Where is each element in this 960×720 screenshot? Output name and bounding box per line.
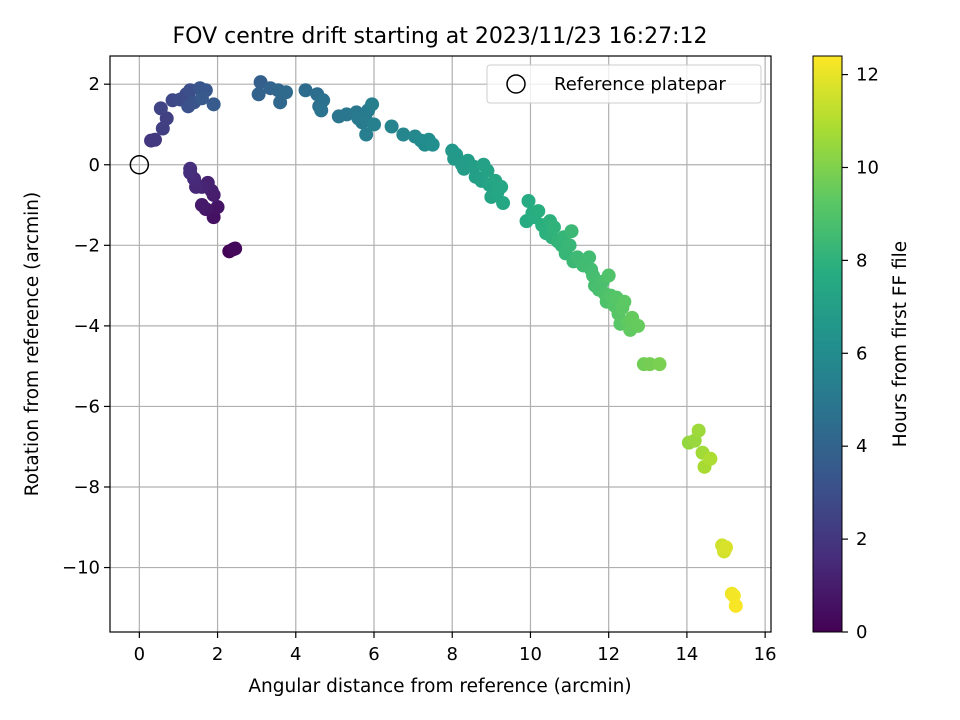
data-point bbox=[496, 196, 511, 211]
x-tick-label: 10 bbox=[519, 644, 542, 665]
x-tick-label: 4 bbox=[290, 644, 301, 665]
y-tick-label: 2 bbox=[89, 74, 100, 95]
data-points bbox=[144, 75, 743, 613]
x-tick-label: 2 bbox=[212, 644, 223, 665]
data-point bbox=[631, 318, 646, 333]
x-axis-label: Angular distance from reference (arcmin) bbox=[248, 676, 631, 697]
x-tick-label: 0 bbox=[134, 644, 145, 665]
data-point bbox=[298, 83, 313, 98]
data-point bbox=[521, 194, 536, 209]
colorbar-ticks: 0 2 4 6 8 10 12 bbox=[842, 65, 879, 643]
x-tick-label: 12 bbox=[597, 644, 620, 665]
colorbar-tick-label: 8 bbox=[856, 250, 867, 271]
y-axis-label: Rotation from reference (arcmin) bbox=[22, 192, 43, 496]
colorbar-tick-label: 2 bbox=[856, 529, 867, 550]
plot-frame bbox=[109, 55, 772, 633]
colorbar-tick-label: 6 bbox=[856, 343, 867, 364]
x-tick-label: 16 bbox=[754, 644, 777, 665]
data-point bbox=[564, 224, 579, 239]
colorbar-bar bbox=[812, 55, 843, 633]
data-point bbox=[691, 423, 706, 438]
data-point bbox=[562, 238, 577, 253]
x-tick-label: 14 bbox=[675, 644, 698, 665]
data-point bbox=[183, 161, 198, 176]
data-point bbox=[546, 220, 561, 235]
y-tick-label: −2 bbox=[73, 235, 100, 256]
data-point bbox=[642, 357, 657, 372]
legend-box bbox=[486, 64, 762, 104]
data-point bbox=[279, 85, 294, 100]
data-point bbox=[703, 451, 718, 466]
x-tick-label: 8 bbox=[447, 644, 458, 665]
data-point bbox=[210, 200, 225, 215]
data-point bbox=[617, 294, 632, 309]
data-point bbox=[314, 103, 329, 118]
y-axis-ticks: 2 0 −2 −4 −6 −8 −10 bbox=[62, 74, 110, 579]
data-point bbox=[480, 163, 495, 178]
y-tick-label: 0 bbox=[89, 155, 100, 176]
data-point bbox=[206, 97, 221, 112]
reference-platepar-marker bbox=[129, 155, 150, 175]
data-point bbox=[367, 117, 382, 132]
data-point bbox=[365, 97, 380, 112]
legend-marker bbox=[506, 74, 526, 94]
data-point bbox=[384, 119, 399, 134]
colorbar-tick-label: 0 bbox=[856, 622, 867, 643]
legend: Reference platepar bbox=[486, 64, 762, 104]
data-point bbox=[601, 268, 616, 283]
x-tick-label: 6 bbox=[368, 644, 379, 665]
data-point bbox=[228, 241, 243, 256]
data-point bbox=[359, 127, 374, 142]
data-point bbox=[147, 132, 162, 147]
data-point bbox=[425, 137, 440, 152]
data-point bbox=[396, 127, 411, 142]
legend-label: Reference platepar bbox=[554, 74, 726, 95]
data-point bbox=[582, 250, 597, 265]
colorbar-tick-label: 10 bbox=[856, 157, 879, 178]
y-tick-label: −8 bbox=[73, 477, 100, 498]
x-axis-ticks: 0 2 4 6 8 10 12 14 16 bbox=[134, 632, 777, 665]
colorbar-tick-label: 12 bbox=[856, 65, 879, 86]
y-tick-label: −4 bbox=[73, 316, 100, 337]
data-point bbox=[728, 598, 743, 613]
data-point bbox=[531, 204, 546, 219]
colorbar-tick-label: 4 bbox=[856, 436, 867, 457]
y-tick-label: −6 bbox=[73, 396, 100, 417]
y-tick-label: −10 bbox=[62, 558, 100, 579]
data-point bbox=[251, 87, 266, 102]
data-point bbox=[494, 179, 509, 194]
colorbar: 0 2 4 6 8 10 12 Hours from first FF file bbox=[812, 55, 911, 643]
data-point bbox=[194, 198, 209, 213]
data-point bbox=[719, 540, 734, 555]
data-point bbox=[652, 357, 667, 372]
chart-title: FOV centre drift starting at 2023/11/23 … bbox=[173, 24, 708, 49]
data-point bbox=[194, 91, 209, 106]
data-point bbox=[153, 101, 168, 116]
colorbar-label: Hours from first FF file bbox=[890, 241, 911, 447]
